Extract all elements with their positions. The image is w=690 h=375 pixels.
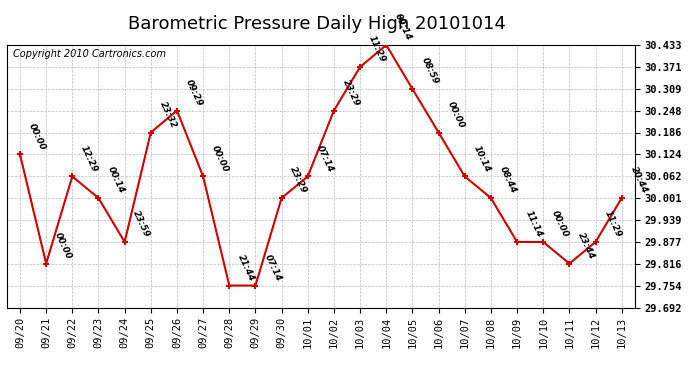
Text: 08:59: 08:59 xyxy=(420,56,440,86)
Text: 07:14: 07:14 xyxy=(262,253,283,283)
Text: 09:29: 09:29 xyxy=(184,78,204,108)
Text: Copyright 2010 Cartronics.com: Copyright 2010 Cartronics.com xyxy=(13,49,166,59)
Text: 23:59: 23:59 xyxy=(132,210,152,239)
Text: 08:44: 08:44 xyxy=(498,165,518,195)
Text: 00:00: 00:00 xyxy=(210,144,230,174)
Text: 09:14: 09:14 xyxy=(393,12,413,42)
Text: 23:29: 23:29 xyxy=(288,165,309,195)
Text: 11:29: 11:29 xyxy=(602,210,623,239)
Text: 23:29: 23:29 xyxy=(341,78,361,108)
Text: 00:00: 00:00 xyxy=(550,210,571,239)
Text: 07:14: 07:14 xyxy=(315,144,335,174)
Text: 12:29: 12:29 xyxy=(79,144,99,174)
Text: 00:00: 00:00 xyxy=(446,100,466,130)
Text: 23:44: 23:44 xyxy=(576,231,597,261)
Text: 00:00: 00:00 xyxy=(27,122,47,152)
Text: Barometric Pressure Daily High 20101014: Barometric Pressure Daily High 20101014 xyxy=(128,15,506,33)
Text: 11:29: 11:29 xyxy=(367,34,387,64)
Text: 00:00: 00:00 xyxy=(53,231,73,261)
Text: 21:44: 21:44 xyxy=(236,253,257,283)
Text: 23:32: 23:32 xyxy=(158,100,178,130)
Text: 11:14: 11:14 xyxy=(524,210,544,239)
Text: 00:14: 00:14 xyxy=(106,165,126,195)
Text: 20:44: 20:44 xyxy=(629,165,649,195)
Text: 10:14: 10:14 xyxy=(472,144,492,174)
